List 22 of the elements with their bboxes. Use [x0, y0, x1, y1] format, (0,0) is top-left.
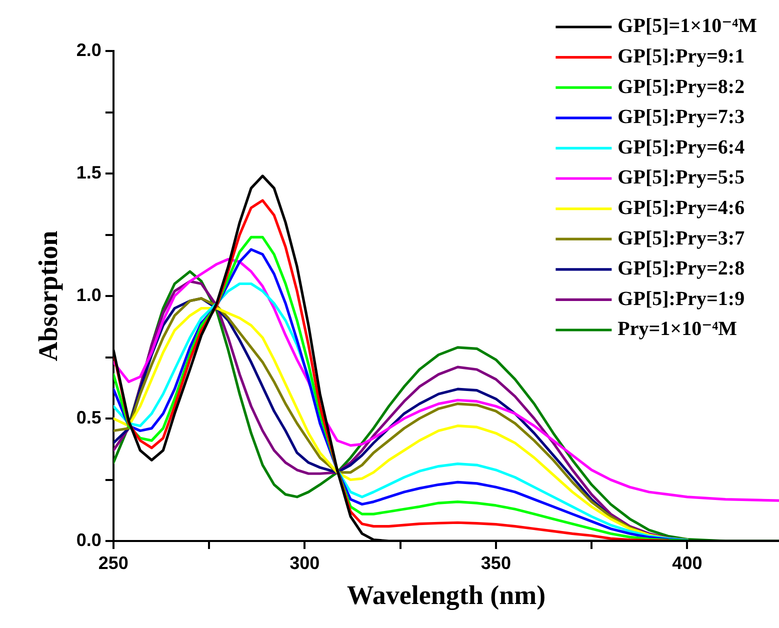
legend-label: GP[5]:Pry=1:9 [618, 288, 745, 310]
x-tick-label: 300 [290, 552, 320, 573]
legend-label: Pry=1×10⁻⁴M [618, 318, 738, 340]
legend-label: GP[5]=1×10⁻⁴M [618, 15, 758, 38]
y-tick-label: 1.0 [76, 284, 102, 305]
legend-label: GP[5]:Pry=9:1 [618, 45, 745, 68]
x-tick-label: 400 [672, 552, 702, 573]
x-tick-label: 250 [98, 552, 128, 573]
legend-label: GP[5]:Pry=8:2 [618, 76, 745, 98]
legend-label: GP[5]:Pry=2:8 [618, 258, 745, 280]
x-axis-title: Wavelength (nm) [346, 580, 546, 610]
legend-label: GP[5]:Pry=4:6 [618, 196, 745, 219]
legend-label: GP[5]:Pry=6:4 [618, 136, 745, 158]
legend-label: GP[5]:Pry=7:3 [618, 106, 745, 128]
legend-label: GP[5]:Pry=3:7 [618, 227, 745, 250]
legend-label: GP[5]:Pry=5:5 [618, 166, 745, 189]
x-tick-label: 350 [480, 552, 511, 573]
y-tick-label: 0.5 [76, 407, 102, 428]
y-axis-title: Absorption [33, 230, 64, 362]
y-tick-label: 2.0 [76, 40, 102, 60]
y-tick-label: 0.0 [76, 530, 102, 550]
y-tick-label: 1.5 [76, 162, 102, 182]
